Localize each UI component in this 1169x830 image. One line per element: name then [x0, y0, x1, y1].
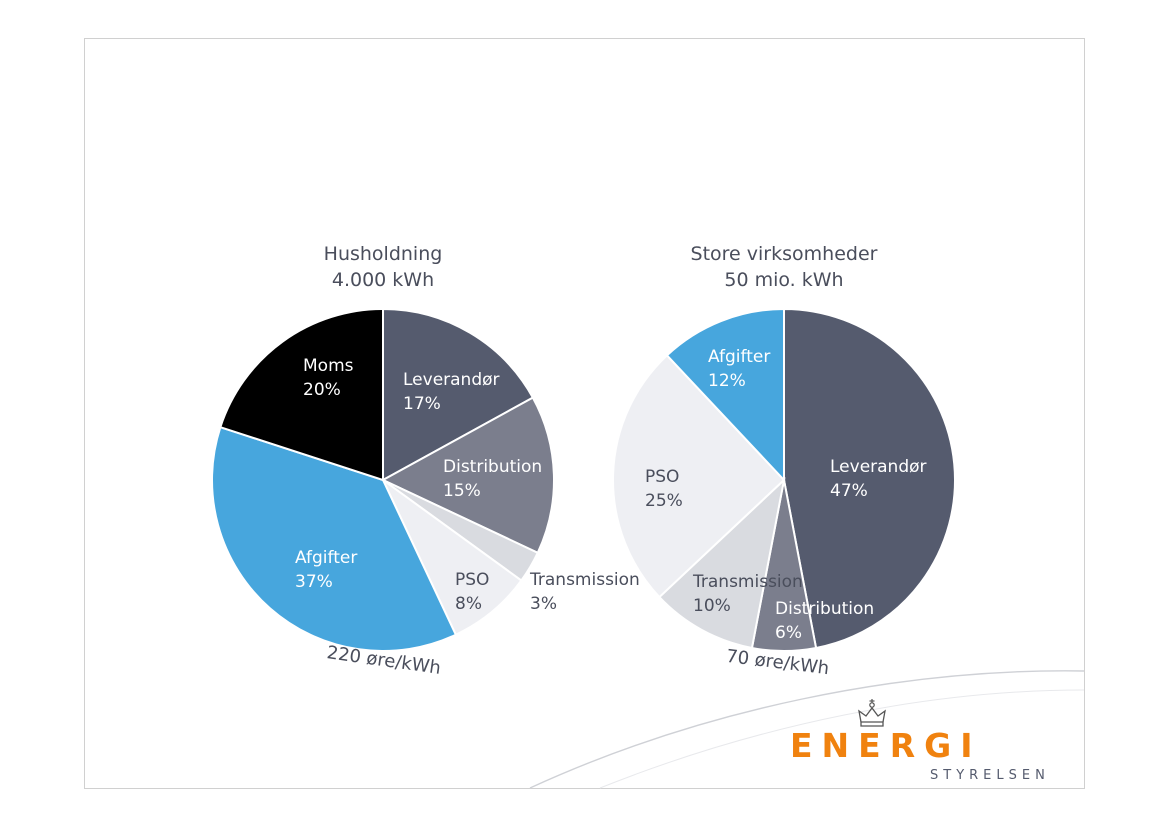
pie-slice-leverand-r	[382, 307, 535, 482]
slice-value-label: 3%	[530, 594, 557, 614]
slice-label: Afgifter	[708, 347, 770, 367]
slice-value-label: 6%	[775, 623, 802, 643]
slice-label: Transmission	[692, 572, 803, 592]
decorative-swoosh-line-inner	[599, 689, 1085, 789]
slice-value-label: 10%	[693, 596, 731, 616]
pie-chart-husholdning: Husholdning 4.000 kWh Leverandør 17% Distr…	[211, 243, 640, 679]
slice-value-label: 15%	[443, 481, 481, 501]
chart-subtitle: 4.000 kWh	[332, 269, 434, 291]
slice-label: PSO	[645, 467, 679, 487]
slice-label: Moms	[303, 356, 354, 376]
energistyrelsen-logo: ENERGI STYRELSEN	[790, 699, 1050, 783]
slice-label: Leverandør	[830, 457, 927, 477]
slice-value-label: 25%	[645, 491, 683, 511]
slice-value-label: 47%	[830, 481, 868, 501]
slice-value-label: 37%	[295, 572, 333, 592]
slice-label: Distribution	[775, 599, 874, 619]
pie-labels: Leverandør 17% Distribution 15% Transmission…	[295, 356, 640, 614]
chart-title: Store virksomheder	[691, 243, 878, 265]
pie-slice-afgifter	[211, 425, 458, 652]
pie-labels: Leverandør 47% Distribution 6% Transmission 1…	[645, 347, 927, 643]
logo-wordmark: ENERGI	[790, 726, 981, 765]
slice-value-label: 12%	[708, 371, 746, 391]
slice-value-label: 8%	[455, 594, 482, 614]
pie-slice-distribution	[380, 396, 555, 555]
pie-slice-pso	[611, 353, 786, 599]
pie-slice-afgifter	[665, 307, 785, 483]
slice-label: Distribution	[443, 457, 542, 477]
pie-slice-transmission	[657, 477, 786, 650]
decorative-swoosh-line	[529, 670, 1085, 789]
logo-subtitle: STYRELSEN	[930, 768, 1050, 783]
pie-slice-leverand-r	[783, 307, 956, 650]
slice-value-label: 17%	[403, 394, 441, 414]
slice-label: Transmission	[529, 570, 640, 590]
chart-title: Husholdning	[324, 243, 443, 265]
pie-slice-moms	[219, 307, 384, 482]
chart-subtitle: 50 mio. kWh	[724, 269, 843, 291]
pie-chart-store-virksomheder: Store virksomheder 50 mio. kWh Leverandø…	[611, 243, 956, 679]
slice-value-label: 20%	[303, 380, 341, 400]
pie-slices	[611, 307, 956, 652]
slice-label: PSO	[455, 570, 489, 590]
pie-slices	[211, 307, 555, 652]
crown-icon	[858, 699, 886, 727]
slice-label: Leverandør	[403, 370, 500, 390]
slice-label: Afgifter	[295, 548, 357, 568]
